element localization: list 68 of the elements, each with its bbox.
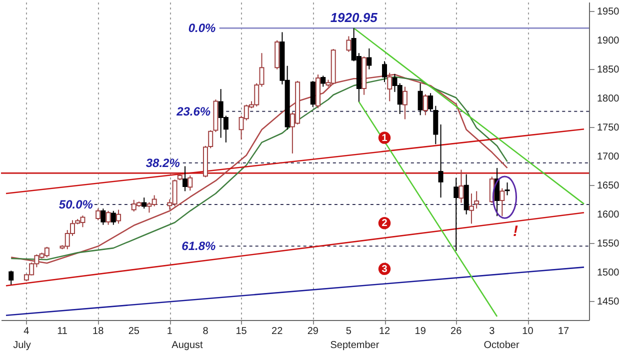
x-tick-label: 17 [558,326,570,337]
candlestick [474,190,480,210]
x-tick-label: 18 [92,326,104,337]
x-tick-label: 5 [346,326,352,337]
x-tick-label: 22 [272,326,284,337]
annotation: 38.2% [146,156,180,170]
candlestick [320,75,326,88]
y-tick-label: 1750 [597,122,620,134]
x-tick-label: 26 [450,326,462,337]
candlestick [438,124,444,198]
x-tick-label: 4 [24,326,30,337]
x-tick-label: 15 [236,326,248,337]
candlestick [402,86,408,120]
x-tick-label: 19 [414,326,426,337]
candlestick [454,177,459,252]
candlestick [428,92,434,112]
x-tick-label: 12 [378,326,391,337]
annotation: 23.6% [176,104,211,118]
x-tick-label: 1 [166,326,173,337]
x-tick-label: 29 [307,326,319,337]
y-tick-label: 1900 [597,35,620,46]
x-tick-label: 11 [57,326,68,337]
annotation: 61.8% [182,239,216,254]
y-tick-label: 1850 [597,64,620,76]
candlestick [382,60,388,83]
text: July [13,340,31,351]
text: September [330,340,380,351]
candlestick [458,169,464,204]
candlestick [110,210,116,226]
candlestick [500,188,505,217]
candlestick [182,166,188,192]
annotation: ! [513,222,518,240]
candlestick [106,210,111,226]
annotation: 50.0% [58,198,94,212]
candlestick [142,197,147,210]
y-tick-label: 1950 [597,6,620,18]
candlestick [504,182,510,196]
annotation: 2 [382,218,388,230]
x-tick-label: 8 [202,326,209,337]
candlestick [310,80,316,108]
annotation: 1 [382,132,388,144]
candlestick [100,208,106,226]
x-tick-label: 3 [489,326,496,337]
y-tick-label: 1500 [597,267,620,278]
y-tick-label: 1450 [597,296,620,308]
candlestick [96,208,101,221]
candlestick [366,48,372,70]
candlestick [116,209,122,224]
y-tick-label: 1700 [597,151,620,162]
annotation: 3 [382,264,388,275]
x-tick-label: 25 [128,326,140,337]
text: October [484,340,520,351]
y-tick-label: 1650 [597,180,620,192]
candlestick [422,94,428,116]
candlestick [188,175,193,192]
candlestick [418,82,423,116]
annotation: 0.0% [188,21,216,36]
candlestick [8,270,14,286]
candlestick [387,72,392,102]
text: August [172,340,204,351]
y-tick-label: 1800 [597,93,620,104]
annotation: 1920.95 [330,10,378,26]
candlestick [468,192,474,224]
y-tick-label: 1550 [597,238,620,250]
x-tick-label: 10 [522,326,534,337]
candlestick [433,105,438,145]
candlestick [346,36,352,52]
y-tick-label: 1600 [597,209,620,220]
